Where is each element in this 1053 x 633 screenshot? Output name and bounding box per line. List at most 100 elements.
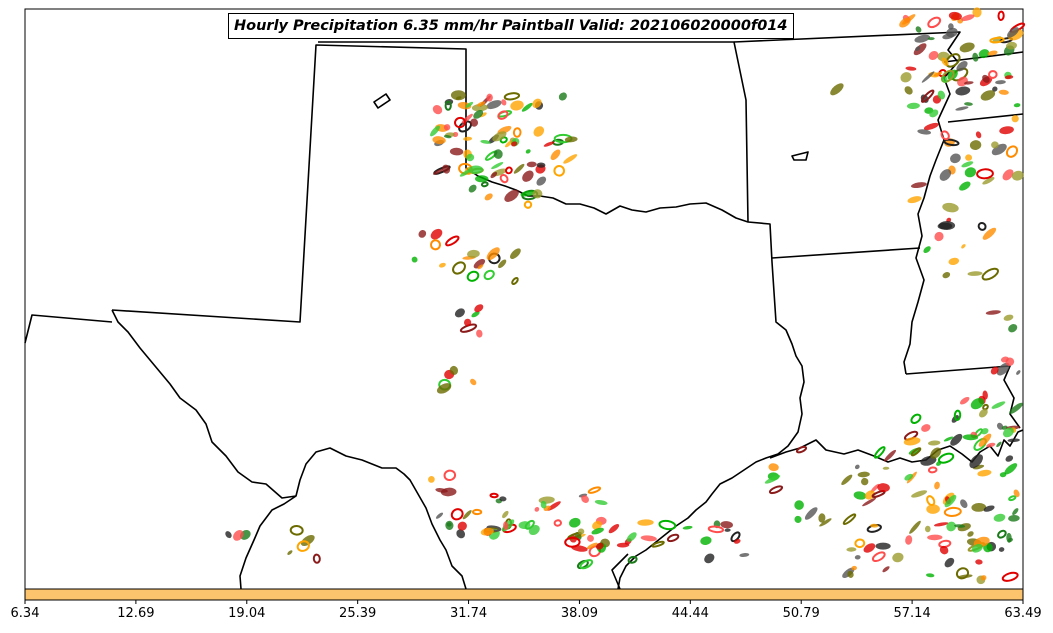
precipitation-blob xyxy=(910,413,922,424)
precipitation-blob xyxy=(998,547,1005,552)
precipitation-blob xyxy=(475,175,489,183)
precipitation-blob xyxy=(483,269,495,281)
precipitation-blob xyxy=(432,104,443,115)
precipitation-blob xyxy=(993,513,1006,522)
precipitation-blob xyxy=(547,501,561,511)
precipitation-blob xyxy=(950,153,961,164)
precipitation-blob xyxy=(520,190,536,197)
precipitation-blob xyxy=(563,154,578,164)
precipitation-blob xyxy=(466,153,475,162)
precipitation-blob xyxy=(959,42,975,53)
precipitation-blob xyxy=(980,90,996,101)
precipitation-blob xyxy=(476,329,483,338)
precipitation-blob xyxy=(471,103,488,112)
precipitation-blob xyxy=(941,76,948,83)
precipitation-blob xyxy=(830,83,844,96)
mexico-coast xyxy=(611,553,629,590)
precipitation-blob xyxy=(1008,324,1018,333)
precipitation-blob xyxy=(470,118,479,127)
map-frame xyxy=(24,8,1024,590)
precipitation-blob xyxy=(971,543,983,553)
precipitation-blob xyxy=(568,517,581,528)
precipitation-blob xyxy=(970,397,985,410)
precipitation-blob xyxy=(977,221,987,231)
precipitation-blob xyxy=(418,229,427,238)
precipitation-blob xyxy=(998,89,1009,95)
precipitation-blob xyxy=(989,36,1005,44)
precipitation-blob xyxy=(465,101,474,108)
precipitation-blob xyxy=(991,401,1006,409)
precipitation-blob xyxy=(456,529,466,539)
precipitation-blob xyxy=(595,542,604,550)
precipitation-blob xyxy=(920,89,935,103)
precipitation-blob xyxy=(682,525,693,530)
precipitation-blob xyxy=(700,536,712,545)
precipitation-blob xyxy=(443,469,457,482)
precipitation-blob xyxy=(543,141,555,147)
precipitation-blob xyxy=(428,476,435,483)
precipitation-blob xyxy=(942,202,959,213)
precipitation-blob xyxy=(730,531,741,543)
precipitation-blob xyxy=(581,495,589,503)
precipitation-blob xyxy=(521,102,533,112)
precipitation-blob xyxy=(540,500,547,509)
precipitation-blob xyxy=(978,49,990,59)
precipitation-blob xyxy=(493,149,503,159)
colorbar-tick-label: 38.09 xyxy=(560,606,599,621)
precipitation-blob xyxy=(534,507,540,512)
precipitation-blob xyxy=(462,510,472,520)
precipitation-blob xyxy=(432,168,444,175)
precipitation-blob xyxy=(987,50,998,56)
precipitation-blob xyxy=(439,262,446,268)
precipitation-blob xyxy=(954,524,966,528)
precipitation-blob xyxy=(959,396,970,405)
island-1 xyxy=(373,93,391,109)
precipitation-blob xyxy=(553,164,566,177)
colorbar-tick-label: 19.04 xyxy=(228,606,266,621)
precipitation-blob xyxy=(1011,170,1024,181)
precipitation-blob xyxy=(571,545,588,552)
precipitation-blob xyxy=(983,505,995,512)
precipitation-blob xyxy=(666,533,680,543)
precipitation-blob xyxy=(904,473,914,481)
precipitation-blob xyxy=(943,506,962,517)
precipitation-blob xyxy=(948,257,960,266)
precipitation-blob xyxy=(915,46,921,52)
precipitation-blob xyxy=(1011,115,1019,123)
precipitation-blob xyxy=(873,446,886,459)
precipitation-blob xyxy=(990,366,999,375)
precipitation-blob xyxy=(505,166,513,175)
precipitation-blob xyxy=(1013,489,1020,498)
precipitation-blob xyxy=(472,508,483,516)
colorbar-tick-label: 63.49 xyxy=(1004,606,1042,621)
precipitation-blob xyxy=(967,271,983,276)
precipitation-blob xyxy=(910,182,927,189)
precipitation-blob xyxy=(926,504,940,514)
precipitation-blob xyxy=(486,93,493,102)
precipitation-blob xyxy=(899,17,911,28)
precipitation-blob xyxy=(961,161,974,168)
precipitation-blob xyxy=(992,86,998,92)
oklahoma-border xyxy=(318,41,749,223)
precipitation-blob xyxy=(640,535,657,542)
precipitation-blob xyxy=(454,308,465,318)
precipitation-blob xyxy=(1002,169,1014,181)
precipitation-blob xyxy=(486,247,500,261)
precipitation-blob xyxy=(982,390,988,400)
precipitation-blob xyxy=(804,507,818,520)
precipitation-blob xyxy=(924,525,931,533)
precipitation-blob xyxy=(473,110,484,119)
precipitation-blob xyxy=(637,519,654,526)
louisiana-north-border xyxy=(771,247,921,259)
precipitation-blob xyxy=(905,535,913,545)
precipitation-blob xyxy=(1007,537,1013,543)
precipitation-blob xyxy=(498,259,507,269)
precipitation-blob xyxy=(981,267,999,281)
precipitation-blob xyxy=(978,433,992,447)
colorbar xyxy=(24,588,1024,601)
precipitation-blob xyxy=(524,519,535,530)
precipitation-blob xyxy=(463,318,472,327)
precipitation-blob xyxy=(985,310,1001,315)
precipitation-blob xyxy=(470,378,477,386)
precipitation-blob xyxy=(906,102,920,110)
